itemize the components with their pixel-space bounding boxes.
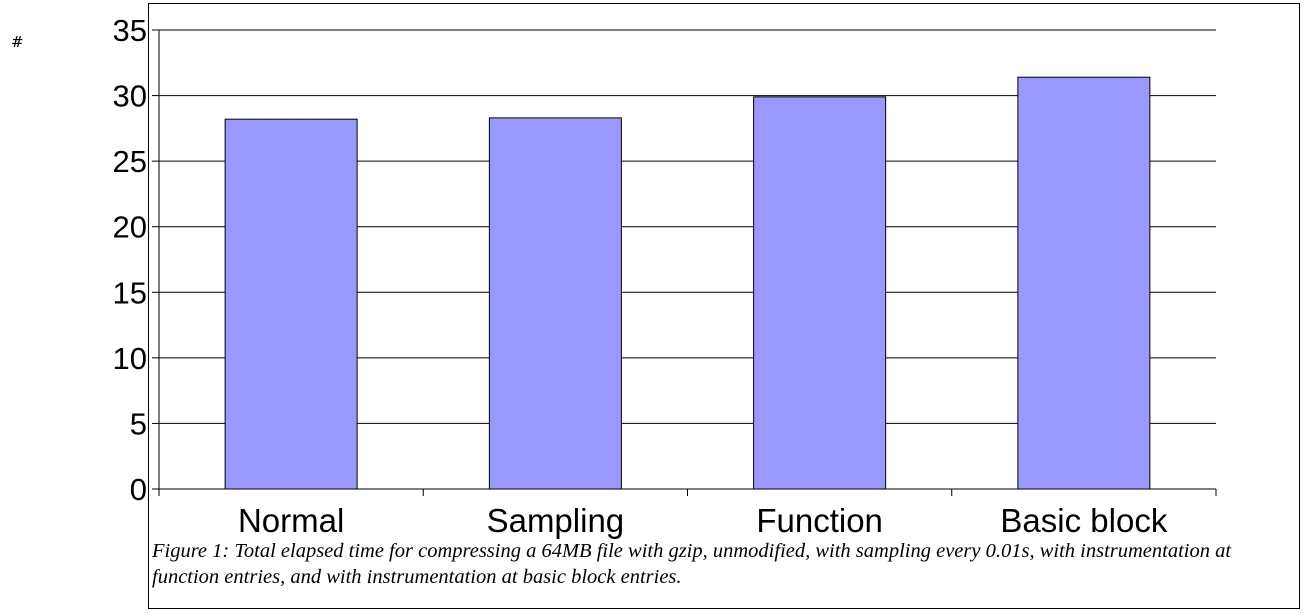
- bar: [753, 96, 887, 490]
- y-tick-label: 15: [113, 275, 147, 310]
- y-tick-label: 25: [113, 144, 147, 179]
- y-tick-label: 0: [130, 472, 147, 507]
- bar: [224, 118, 358, 490]
- y-tick-label: 30: [113, 79, 147, 114]
- figure-frame: [148, 3, 1300, 609]
- x-category-label: Sampling: [487, 502, 625, 539]
- y-tick-label: 35: [113, 13, 147, 48]
- margin-mark: #: [11, 33, 24, 51]
- y-tick-label: 10: [113, 341, 147, 376]
- bar-chart: 0 5 10 15 20 25 30 35 Normal Sampling Function Basi…: [113, 13, 1217, 539]
- bar: [1017, 76, 1151, 490]
- y-tick-label: 5: [130, 406, 147, 441]
- figure-caption: Figure 1: Total elapsed time for compres…: [152, 540, 1232, 588]
- x-category-label: Normal: [238, 502, 344, 539]
- x-category-label: Function: [756, 502, 883, 539]
- y-tick-label: 20: [113, 210, 147, 245]
- bar: [488, 117, 622, 490]
- x-category-label: Basic block: [1000, 502, 1167, 539]
